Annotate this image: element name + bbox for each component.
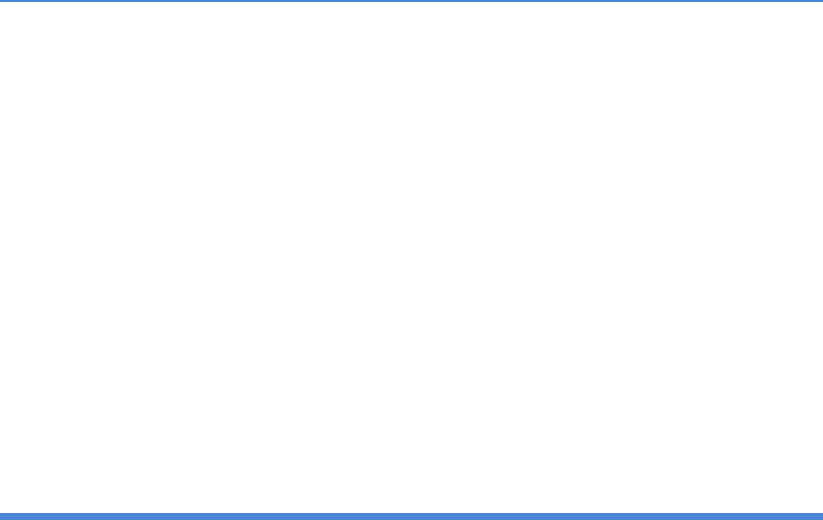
top-border bbox=[0, 0, 823, 2]
bottom-scrollbar[interactable] bbox=[0, 513, 823, 520]
